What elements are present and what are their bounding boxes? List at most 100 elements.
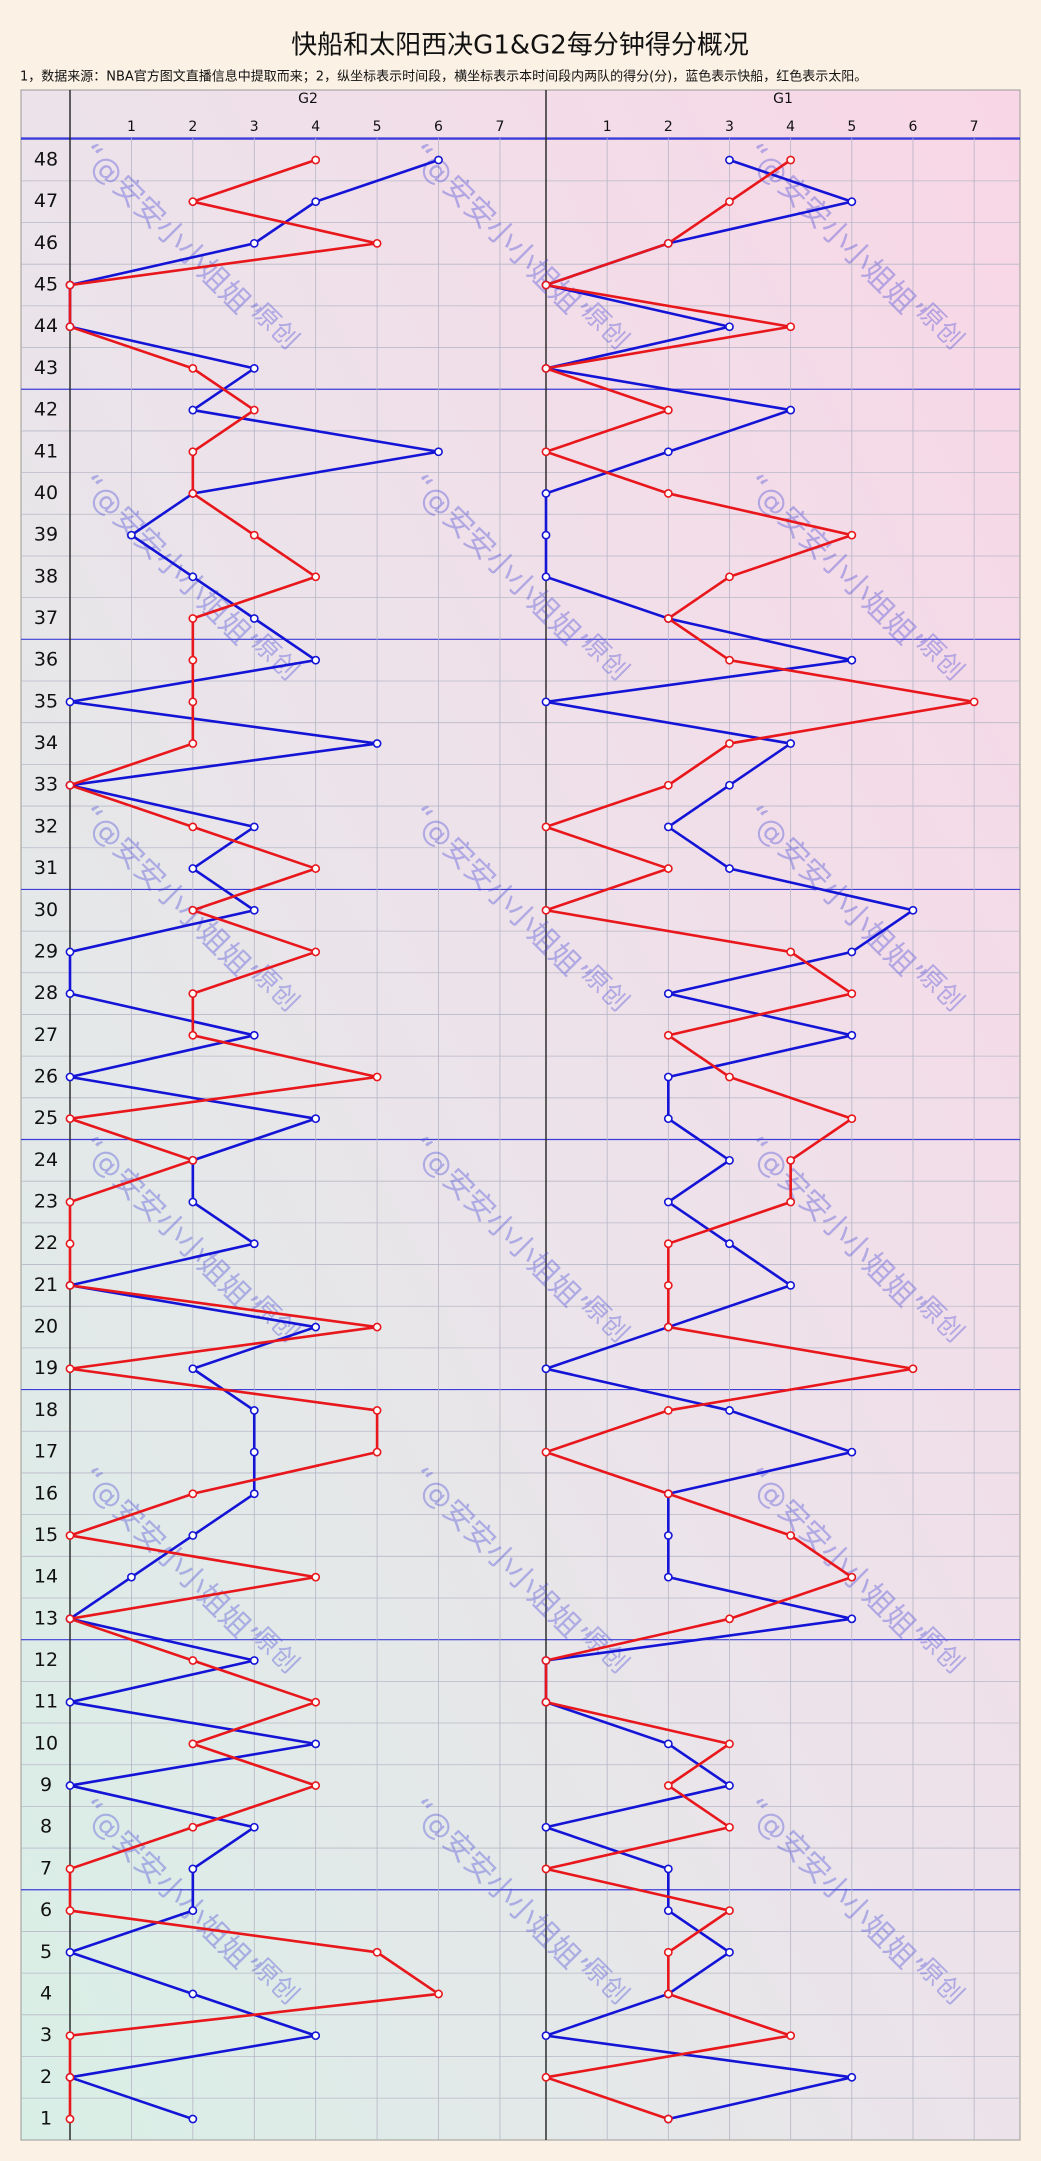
point-marker: [372, 1072, 382, 1082]
point-marker: [249, 530, 259, 540]
point-marker: [65, 989, 75, 999]
y-tick-label: 33: [34, 774, 58, 796]
point-marker: [65, 1531, 75, 1540]
y-tick-label: 2: [40, 2066, 52, 2088]
y-tick-label: 9: [40, 1774, 52, 1796]
y-tick-label: 16: [34, 1482, 58, 1504]
point-marker: [663, 1947, 673, 1957]
point-marker: [188, 1739, 198, 1749]
point-marker: [372, 238, 382, 248]
chart-note: 1，数据来源：NBA官方图文直播信息中提取而来；2，纵坐标表示时间段，横坐标表示…: [20, 69, 867, 85]
point-marker: [372, 1947, 382, 1957]
point-marker: [725, 655, 734, 665]
point-marker: [663, 822, 673, 832]
series-line: [65, 158, 443, 2119]
point-marker: [65, 1364, 75, 1374]
y-tick-label: 12: [34, 1649, 58, 1671]
point-marker: [725, 1822, 734, 1832]
point-marker: [65, 1947, 75, 1957]
point-marker: [725, 1239, 734, 1249]
point-marker: [725, 1072, 734, 1082]
point-marker: [249, 1239, 259, 1249]
point-marker: [188, 739, 198, 748]
point-marker: [188, 1030, 198, 1040]
point-marker: [847, 197, 857, 207]
point-marker: [65, 780, 75, 790]
x-tick-label: 6: [909, 119, 918, 135]
point-marker: [663, 1239, 673, 1249]
point-marker: [725, 1614, 734, 1624]
point-marker: [65, 1906, 75, 1915]
point-marker: [65, 2031, 75, 2041]
point-marker: [847, 947, 857, 957]
point-marker: [311, 947, 321, 957]
y-tick-label: 3: [40, 2024, 52, 2046]
point-marker: [249, 1656, 259, 1665]
point-marker: [188, 1656, 198, 1665]
point-marker: [311, 1114, 321, 1124]
x-tick-label: 1: [127, 119, 136, 135]
point-marker: [541, 822, 551, 832]
point-marker: [65, 947, 75, 957]
point-marker: [188, 1864, 198, 1874]
point-marker: [663, 489, 673, 498]
point-marker: [65, 1781, 75, 1790]
point-marker: [908, 905, 918, 915]
point-marker: [663, 1406, 673, 1415]
y-tick-label: 44: [34, 315, 58, 337]
point-marker: [663, 238, 673, 248]
point-marker: [249, 1406, 259, 1415]
x-tick-label: 4: [786, 119, 795, 135]
y-tick-label: 6: [40, 1899, 52, 1921]
point-marker: [65, 1864, 75, 1874]
point-marker: [663, 1114, 673, 1124]
y-tick-label: 18: [34, 1399, 58, 1421]
y-tick-label: 31: [34, 857, 58, 879]
point-marker: [847, 530, 857, 540]
point-marker: [311, 1322, 321, 1332]
point-marker: [372, 1447, 382, 1457]
point-marker: [663, 1072, 673, 1082]
y-tick-label: 39: [34, 524, 58, 546]
x-tick-label: 5: [847, 119, 856, 135]
point-marker: [65, 1072, 75, 1082]
point-marker: [311, 572, 321, 582]
point-marker: [541, 530, 551, 540]
point-marker: [249, 1489, 259, 1499]
point-marker: [663, 2114, 673, 2124]
point-marker: [663, 1197, 673, 1207]
point-marker: [786, 1531, 796, 1540]
point-marker: [663, 1572, 673, 1582]
point-marker: [188, 1155, 198, 1165]
panel-title: G1: [773, 91, 793, 107]
point-marker: [188, 905, 198, 915]
y-tick-label: 38: [34, 565, 58, 587]
point-marker: [249, 1447, 259, 1457]
point-marker: [847, 2072, 857, 2082]
y-tick-label: 41: [34, 440, 58, 462]
point-marker: [847, 1030, 857, 1040]
point-marker: [188, 822, 198, 832]
y-tick-label: 17: [34, 1441, 58, 1463]
point-marker: [663, 1030, 673, 1040]
point-marker: [786, 322, 796, 332]
point-marker: [541, 1697, 551, 1707]
point-marker: [188, 2114, 198, 2124]
point-marker: [541, 489, 551, 498]
point-marker: [65, 1697, 75, 1707]
y-tick-label: 22: [34, 1232, 58, 1254]
point-marker: [847, 1572, 857, 1582]
point-marker: [188, 1489, 198, 1499]
point-marker: [434, 1989, 443, 1999]
y-tick-label: 28: [34, 982, 58, 1004]
point-marker: [541, 1822, 551, 1832]
point-marker: [541, 1447, 551, 1457]
point-marker: [969, 697, 979, 707]
point-marker: [725, 197, 734, 207]
point-marker: [127, 530, 136, 540]
point-marker: [663, 1781, 673, 1790]
point-marker: [541, 280, 551, 290]
point-marker: [541, 697, 551, 707]
point-marker: [249, 822, 259, 832]
y-tick-label: 13: [34, 1607, 58, 1629]
